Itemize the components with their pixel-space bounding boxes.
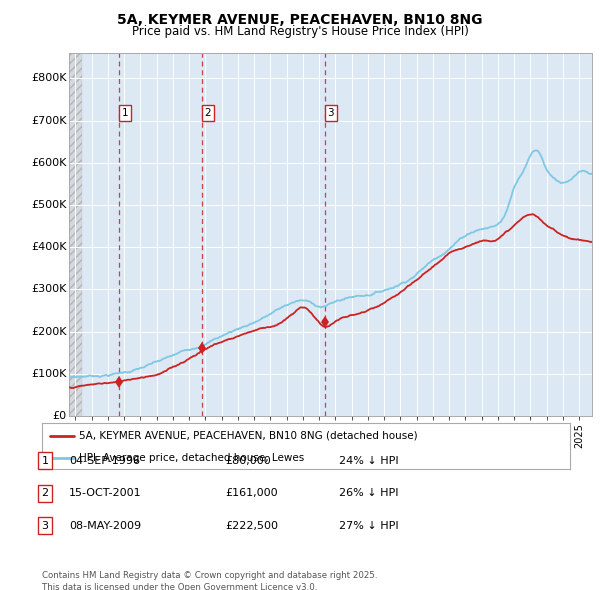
Text: £700K: £700K [31, 116, 67, 126]
Text: 2: 2 [41, 489, 49, 498]
Text: 15-OCT-2001: 15-OCT-2001 [69, 489, 142, 498]
Text: 24% ↓ HPI: 24% ↓ HPI [339, 456, 398, 466]
Text: £80,000: £80,000 [225, 456, 271, 466]
Text: 3: 3 [328, 108, 334, 118]
Text: £600K: £600K [31, 158, 67, 168]
Text: 3: 3 [41, 521, 49, 530]
Text: 04-SEP-1996: 04-SEP-1996 [69, 456, 140, 466]
Text: Price paid vs. HM Land Registry's House Price Index (HPI): Price paid vs. HM Land Registry's House … [131, 25, 469, 38]
Text: 26% ↓ HPI: 26% ↓ HPI [339, 489, 398, 498]
Text: 1: 1 [41, 456, 49, 466]
Text: £500K: £500K [31, 200, 67, 210]
Text: £800K: £800K [31, 73, 67, 83]
Text: £100K: £100K [31, 369, 67, 379]
Text: 5A, KEYMER AVENUE, PEACEHAVEN, BN10 8NG: 5A, KEYMER AVENUE, PEACEHAVEN, BN10 8NG [117, 13, 483, 27]
Text: £161,000: £161,000 [225, 489, 278, 498]
Text: £222,500: £222,500 [225, 521, 278, 530]
Text: 27% ↓ HPI: 27% ↓ HPI [339, 521, 398, 530]
Text: 08-MAY-2009: 08-MAY-2009 [69, 521, 141, 530]
Text: 1: 1 [121, 108, 128, 118]
Text: £200K: £200K [31, 327, 67, 336]
Text: £0: £0 [52, 411, 67, 421]
Text: Contains HM Land Registry data © Crown copyright and database right 2025.
This d: Contains HM Land Registry data © Crown c… [42, 571, 377, 590]
Text: £400K: £400K [31, 242, 67, 252]
Text: 2: 2 [205, 108, 211, 118]
Text: 5A, KEYMER AVENUE, PEACEHAVEN, BN10 8NG (detached house): 5A, KEYMER AVENUE, PEACEHAVEN, BN10 8NG … [79, 431, 418, 441]
Text: £300K: £300K [31, 284, 67, 294]
Text: HPI: Average price, detached house, Lewes: HPI: Average price, detached house, Lewe… [79, 453, 304, 463]
